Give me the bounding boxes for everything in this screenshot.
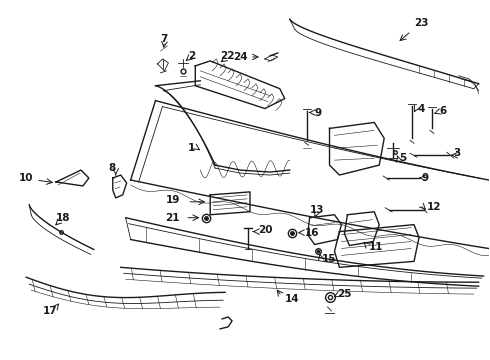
Text: 24: 24 [233,52,248,62]
Text: 10: 10 [19,173,34,183]
Text: 1: 1 [188,143,196,153]
Text: 5: 5 [399,153,406,163]
Text: 11: 11 [369,243,384,252]
Text: 16: 16 [305,228,319,238]
Text: 2: 2 [188,51,196,61]
Text: 9: 9 [422,173,429,183]
Text: 9: 9 [315,108,322,117]
Text: 17: 17 [43,306,58,316]
Text: 8: 8 [109,163,116,173]
Text: 25: 25 [338,289,352,299]
Text: 21: 21 [166,213,180,223]
Text: 22: 22 [220,51,235,61]
Text: 13: 13 [310,205,324,215]
Text: 7: 7 [161,34,168,44]
Text: 23: 23 [414,18,429,28]
Text: 18: 18 [56,213,71,223]
Text: 15: 15 [321,255,336,264]
Text: 20: 20 [258,225,272,235]
Text: 12: 12 [427,202,441,212]
Text: 4: 4 [417,104,424,113]
Text: 6: 6 [439,105,446,116]
Text: 19: 19 [166,195,180,205]
Text: 3: 3 [454,148,461,158]
Text: 14: 14 [285,294,299,304]
